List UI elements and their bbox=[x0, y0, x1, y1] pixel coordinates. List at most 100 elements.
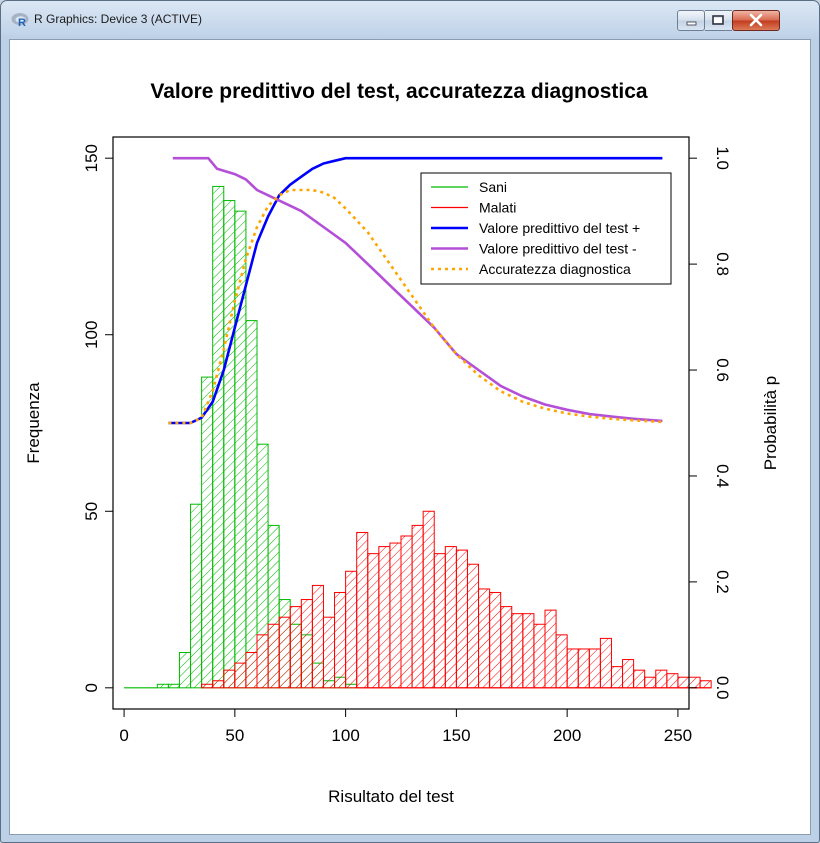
bar-malati bbox=[533, 623, 546, 689]
minimize-button[interactable] bbox=[677, 10, 705, 31]
r-logo-icon: R bbox=[11, 13, 29, 28]
x-axis-label: Risultato del test bbox=[328, 787, 454, 806]
histogram-chart: Valore predittivo del test, accuratezza … bbox=[24, 80, 780, 806]
x-tick-label: 150 bbox=[442, 726, 470, 745]
bar-malati bbox=[256, 634, 269, 689]
bar-sani bbox=[201, 376, 214, 689]
y2-tick-label: 0.0 bbox=[713, 676, 732, 700]
bar-malati bbox=[223, 669, 236, 689]
y-tick-label: 150 bbox=[82, 144, 101, 172]
close-button[interactable] bbox=[732, 10, 780, 31]
bar-malati bbox=[522, 613, 535, 689]
bar-malati bbox=[444, 546, 457, 689]
bar-malati bbox=[234, 662, 247, 689]
legend-label: Sani bbox=[479, 179, 507, 195]
bar-malati bbox=[201, 683, 214, 689]
curve-accuracy bbox=[168, 188, 663, 425]
y2-tick-label: 1.0 bbox=[713, 146, 732, 170]
legend-label: Malati bbox=[479, 200, 516, 216]
bar-malati bbox=[644, 676, 657, 689]
bar-malati bbox=[378, 546, 391, 689]
bar-sani bbox=[167, 683, 180, 689]
y-tick-label: 100 bbox=[82, 321, 101, 349]
curve-ppv bbox=[168, 156, 663, 425]
legend-label: Valore predittivo del test - bbox=[479, 241, 637, 257]
probability-curves bbox=[124, 156, 712, 689]
bar-malati bbox=[411, 524, 424, 689]
bar-malati bbox=[300, 599, 313, 689]
bar-malati bbox=[688, 676, 701, 689]
bar-malati bbox=[356, 531, 369, 689]
bar-malati bbox=[655, 669, 668, 689]
x-axis: 0 50 100 150 200 250 bbox=[119, 708, 692, 745]
y2-tick-label: 0.4 bbox=[713, 464, 732, 488]
maximize-icon bbox=[712, 15, 724, 25]
graphics-canvas: Valore predittivo del test, accuratezza … bbox=[9, 39, 811, 835]
bar-sani bbox=[190, 503, 203, 689]
histogram-malati bbox=[201, 510, 712, 689]
y-tick-label: 0 bbox=[82, 683, 101, 692]
bar-malati bbox=[367, 553, 380, 689]
bar-malati bbox=[610, 666, 624, 689]
bar-sani bbox=[156, 683, 169, 689]
bar-malati bbox=[599, 637, 612, 689]
x-tick-label: 100 bbox=[331, 726, 359, 745]
svg-text:R: R bbox=[18, 17, 26, 28]
bar-malati bbox=[489, 591, 502, 689]
bar-malati bbox=[577, 648, 590, 689]
bar-sani bbox=[178, 652, 192, 689]
bar-malati bbox=[455, 549, 468, 689]
x-tick-label: 200 bbox=[553, 726, 581, 745]
y2-tick-label: 0.6 bbox=[713, 358, 732, 382]
y-axis-label: Frequenza bbox=[24, 382, 43, 464]
x-tick-label: 50 bbox=[225, 726, 244, 745]
legend: Sani Malati Valore predittivo del test + Va… bbox=[420, 172, 672, 285]
y-axis-right: 0.0 0.2 0.4 0.6 0.8 1.0 bbox=[688, 146, 732, 700]
bar-malati bbox=[566, 648, 579, 689]
bar-malati bbox=[400, 535, 413, 689]
bar-malati bbox=[245, 652, 258, 689]
bar-malati bbox=[588, 648, 601, 689]
y-tick-label: 50 bbox=[82, 502, 101, 521]
bar-malati bbox=[633, 669, 646, 689]
chart-title: Valore predittivo del test, accuratezza … bbox=[150, 80, 647, 103]
bar-malati bbox=[699, 680, 712, 689]
bar-malati bbox=[433, 553, 446, 689]
bar-malati bbox=[212, 680, 225, 689]
legend-label: Accuratezza diagnostica bbox=[479, 261, 631, 277]
bar-malati bbox=[478, 588, 491, 689]
bar-malati bbox=[334, 591, 347, 689]
bar-malati bbox=[389, 542, 402, 689]
bar-malati bbox=[622, 659, 635, 689]
window-title: R Graphics: Device 3 (ACTIVE) bbox=[34, 12, 203, 26]
bar-sani bbox=[245, 320, 258, 689]
y2-axis-label: Probabilità p bbox=[761, 376, 780, 471]
y2-tick-label: 0.8 bbox=[713, 252, 732, 276]
x-tick-label: 250 bbox=[664, 726, 692, 745]
bar-sani bbox=[223, 200, 236, 689]
minimize-icon bbox=[686, 21, 697, 26]
bar-malati bbox=[422, 510, 435, 689]
bar-sani bbox=[212, 185, 225, 689]
bar-malati bbox=[511, 613, 524, 689]
bar-malati bbox=[500, 606, 513, 689]
bar-malati bbox=[267, 623, 280, 689]
histogram-sani bbox=[156, 185, 358, 689]
bar-malati bbox=[544, 609, 557, 689]
bar-malati bbox=[466, 563, 480, 689]
bar-malati bbox=[311, 584, 324, 689]
bar-malati bbox=[555, 634, 568, 689]
close-icon bbox=[749, 13, 763, 27]
bar-malati bbox=[289, 606, 302, 689]
maximize-button[interactable] bbox=[705, 10, 732, 31]
y2-tick-label: 0.2 bbox=[713, 570, 732, 594]
legend-label: Valore predittivo del test + bbox=[479, 220, 640, 236]
bar-malati bbox=[677, 676, 690, 689]
y-axis-left: 0 50 100 150 bbox=[82, 144, 114, 693]
bar-malati bbox=[278, 616, 291, 689]
x-tick-label: 0 bbox=[119, 726, 128, 745]
bar-malati bbox=[345, 570, 358, 689]
title-bar[interactable]: R R Graphics: Device 3 (ACTIVE) bbox=[1, 1, 819, 39]
curve-npv bbox=[172, 156, 663, 423]
